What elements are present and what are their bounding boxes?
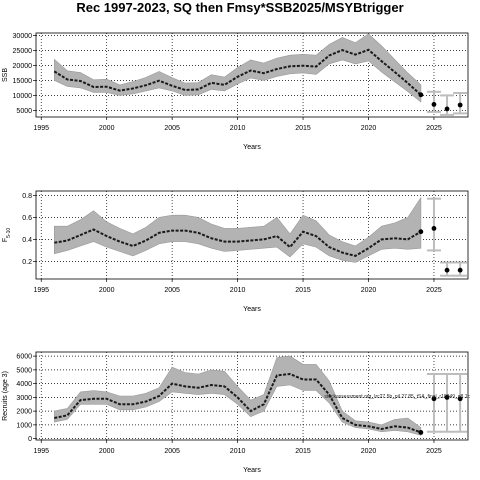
y-axis-label: SSB — [2, 68, 9, 82]
x-tick-label: 2015 — [295, 287, 311, 294]
x-tick-label: 2005 — [164, 287, 180, 294]
x-tick-label: 2025 — [426, 287, 442, 294]
y-axis-label-subscript: 5-10 — [6, 228, 12, 238]
projection-point — [457, 267, 463, 273]
x-tick-label: 2015 — [295, 125, 311, 132]
x-axis-label: Years — [243, 144, 261, 151]
y-tick-label: 30000 — [13, 33, 33, 40]
y-tick-label: 5000 — [16, 367, 32, 374]
y-tick-label: 0.6 — [22, 215, 32, 222]
x-tick-label: 2010 — [230, 125, 246, 132]
x-tick-label: 2015 — [295, 448, 311, 455]
x-tick-label: 2010 — [230, 287, 246, 294]
x-tick-label: 2020 — [361, 125, 377, 132]
y-tick-label: 5000 — [16, 108, 32, 115]
y-tick-label: 25000 — [13, 48, 33, 55]
y-tick-label: 2000 — [16, 409, 32, 416]
y-tick-label: 1000 — [16, 422, 32, 429]
y-tick-label: 10000 — [13, 93, 33, 100]
plot-frame — [35, 190, 469, 280]
x-tick-label: 2005 — [164, 448, 180, 455]
x-tick-label: 1995 — [33, 125, 49, 132]
projection-point — [444, 267, 450, 273]
projection-point — [431, 102, 437, 107]
x-tick-label: 1995 — [33, 287, 49, 294]
x-tick-label: 2020 — [361, 448, 377, 455]
plot-frame — [35, 32, 469, 118]
x-tick-label: 2000 — [99, 448, 115, 455]
confidence-band — [54, 196, 422, 263]
median-line — [53, 48, 422, 96]
panel-3: 1995 2000 2005 2010 2015 2020 2025 0 1000 2000 300… — [2, 351, 470, 474]
y-tick-label: 0.2 — [22, 259, 32, 266]
y-tick-label: 20000 — [13, 63, 33, 70]
data-point-last — [418, 229, 424, 235]
projection-point — [457, 102, 463, 108]
y-tick-label: 0.8 — [22, 193, 32, 200]
confidence-band — [54, 355, 422, 436]
projection-point — [431, 226, 437, 231]
y-axis-label: Recruits (age 3) — [2, 371, 9, 421]
y-tick-label: 4000 — [16, 381, 32, 388]
panel-2: 1995 2000 2005 2010 2015 2020 2025 0.2 0.4 0.6 0.8… — [2, 190, 469, 313]
y-tick-label: 0 — [28, 436, 32, 443]
plot-frame — [35, 351, 469, 441]
y-tick-label: 15000 — [13, 78, 33, 85]
source-annotation: stockassessment.org_Irc27.5b_pil.27.85_t… — [324, 394, 470, 400]
y-tick-label: 6000 — [16, 354, 32, 361]
x-tick-label: 2025 — [426, 448, 442, 455]
x-tick-label: 1995 — [33, 448, 49, 455]
x-tick-label: 2010 — [230, 448, 246, 455]
panel-1: 1995 2000 2005 2010 2015 2020 2025 5000 10000 150… — [2, 32, 469, 151]
median-line — [54, 228, 422, 257]
x-tick-label: 2020 — [361, 287, 377, 294]
x-tick-label: 2025 — [426, 125, 442, 132]
x-axis-label: Years — [243, 467, 261, 474]
median-line — [54, 372, 422, 434]
projection-point — [444, 394, 450, 400]
data-point-last — [418, 430, 424, 435]
figure-title: Rec 1997-2023, SQ then Fmsy*SSB2025/MSYB… — [76, 0, 403, 15]
projection-point — [431, 396, 437, 402]
y-tick-label: 3000 — [16, 395, 32, 402]
x-axis-label: Years — [243, 306, 261, 313]
projection-point — [457, 396, 463, 402]
data-point-last — [418, 92, 424, 98]
projection-point — [444, 106, 450, 112]
x-tick-label: 2000 — [99, 125, 115, 132]
x-tick-label: 2000 — [99, 287, 115, 294]
confidence-band — [54, 33, 422, 103]
x-tick-label: 2005 — [164, 125, 180, 132]
y-tick-label: 0.4 — [22, 237, 32, 244]
y-axis-label: F5-10 — [2, 228, 12, 243]
